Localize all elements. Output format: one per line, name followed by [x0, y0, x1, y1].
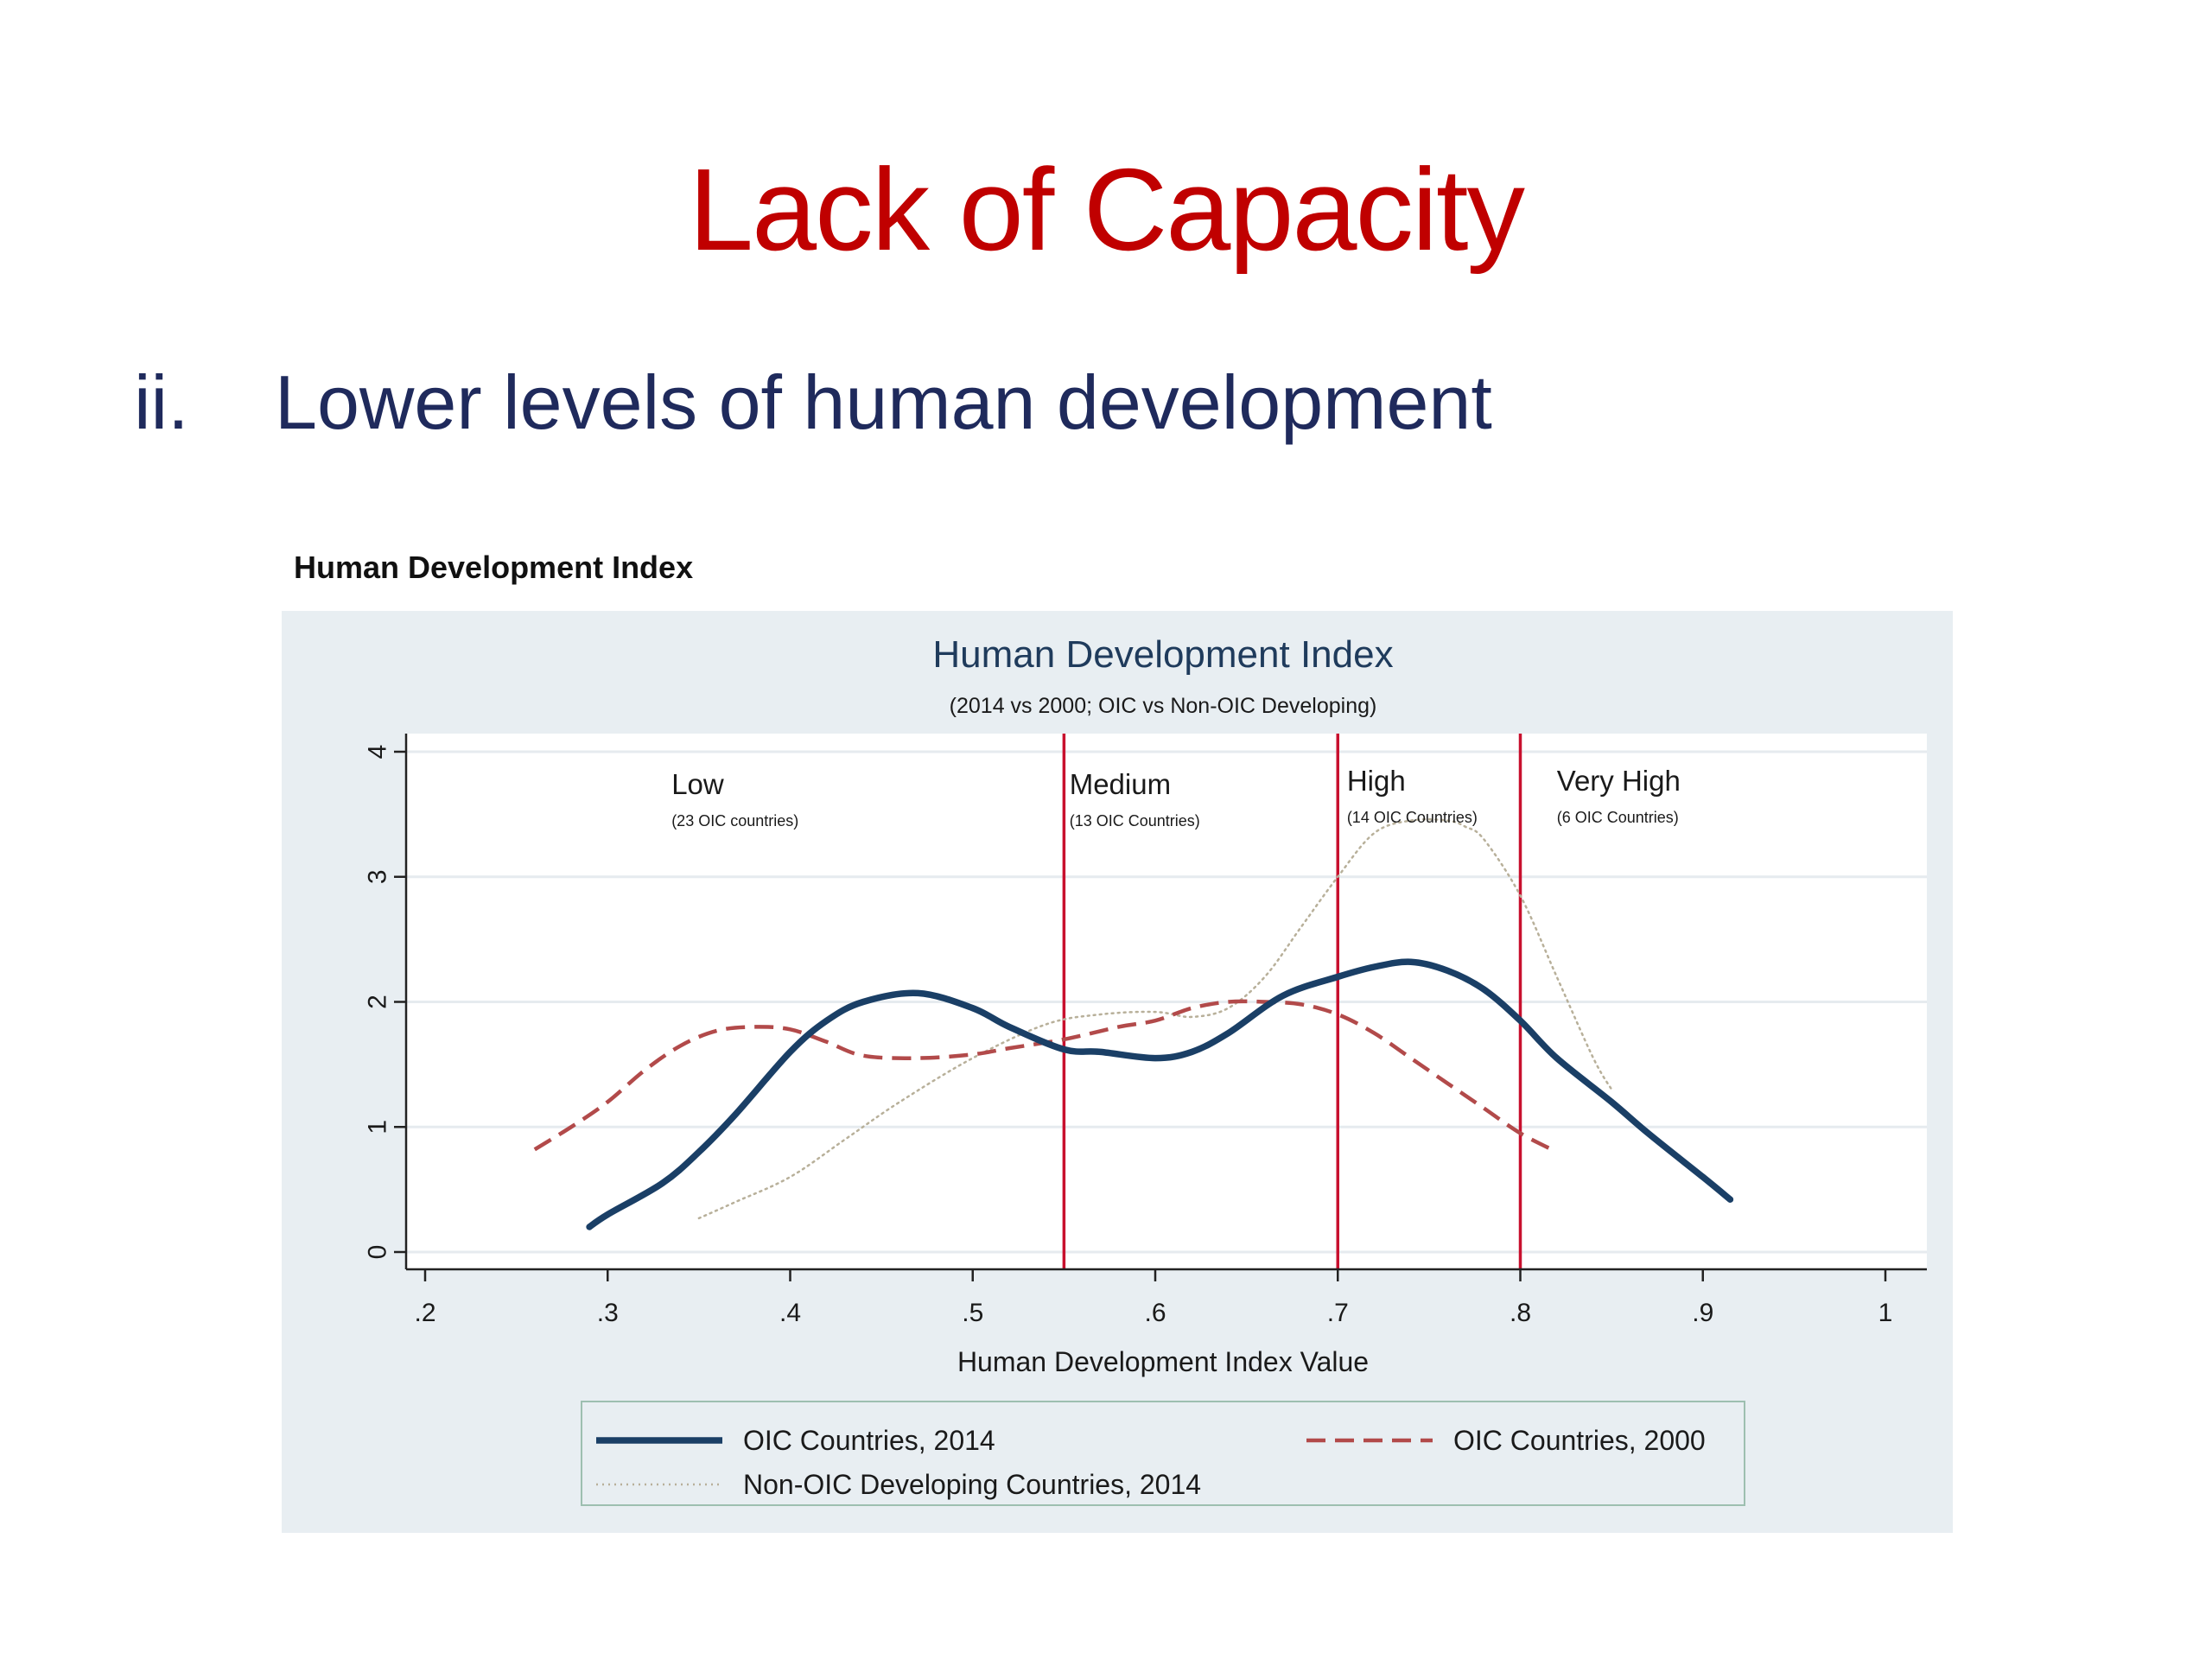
x-tick-label: 1: [1878, 1299, 1893, 1327]
x-tick-label: .5: [962, 1299, 983, 1327]
x-axis-title: Human Development Index Value: [957, 1346, 1369, 1377]
chart-panel: .2 .3 .4 .5 .6 .7 .8 .9 1 0 1 2 3 4 Low (23 OIC countr…: [282, 611, 1953, 1533]
x-tick-label: .4: [779, 1299, 801, 1327]
gridlines: [406, 750, 1927, 1254]
x-tick-label: .2: [414, 1299, 435, 1327]
chart-legend: OIC Countries, 2014 OIC Countries, 2000 …: [581, 1401, 1745, 1506]
y-tick-label: 2: [364, 995, 392, 1009]
bullet-item: ii. Lower levels of human development: [0, 359, 2212, 462]
region-label: Low: [671, 768, 724, 800]
region-label: Medium: [1070, 768, 1171, 800]
x-tick-label: .7: [1327, 1299, 1349, 1327]
legend-box: [581, 1401, 1745, 1506]
figure-caption: Human Development Index: [294, 550, 694, 585]
legend-label-oic-2014: OIC Countries, 2014: [743, 1425, 995, 1456]
region-label: High: [1347, 765, 1406, 797]
region-label: Very High: [1557, 765, 1681, 797]
threshold-lines: [1062, 734, 1522, 1269]
y-tick-label: 0: [364, 1245, 392, 1260]
series-line-oic-2014: [586, 958, 1734, 1230]
slide-title: Lack of Capacity: [689, 144, 1525, 275]
hdi-density-chart: .2 .3 .4 .5 .6 .7 .8 .9 1 0 1 2 3 4 Low (23 OIC countr…: [282, 611, 1953, 1533]
x-tick-label: .9: [1692, 1299, 1713, 1327]
x-tick-label: .8: [1510, 1299, 1531, 1327]
region-sublabel: (23 OIC countries): [671, 812, 798, 830]
series-line-oic-2000: [533, 999, 1558, 1154]
axis-ticks: .2 .3 .4 .5 .6 .7 .8 .9 1 0 1 2 3 4: [364, 745, 1893, 1327]
legend-label-oic-2000: OIC Countries, 2000: [1453, 1425, 1706, 1456]
y-tick-label: 1: [364, 1120, 392, 1135]
series-line-non-oic-2014: [697, 817, 1613, 1220]
chart-title: Human Development Index: [932, 633, 1393, 676]
chart-subtitle: (2014 vs 2000; OIC vs Non-OIC Developing…: [950, 694, 1377, 718]
x-tick-label: .3: [597, 1299, 619, 1327]
y-tick-label: 4: [364, 745, 392, 760]
bullet-number: ii.: [134, 359, 189, 445]
bullet-text: Lower levels of human development: [275, 359, 1492, 445]
region-labels: Low (23 OIC countries) Medium (13 OIC Count…: [671, 765, 1681, 830]
y-tick-label: 3: [364, 869, 392, 884]
data-series: [533, 817, 1734, 1230]
region-sublabel: (6 OIC Countries): [1557, 809, 1679, 826]
legend-label-non-oic-2014: Non-OIC Developing Countries, 2014: [743, 1469, 1201, 1500]
region-sublabel: (14 OIC Countries): [1347, 809, 1478, 826]
x-tick-label: .6: [1144, 1299, 1166, 1327]
region-sublabel: (13 OIC Countries): [1070, 812, 1200, 830]
